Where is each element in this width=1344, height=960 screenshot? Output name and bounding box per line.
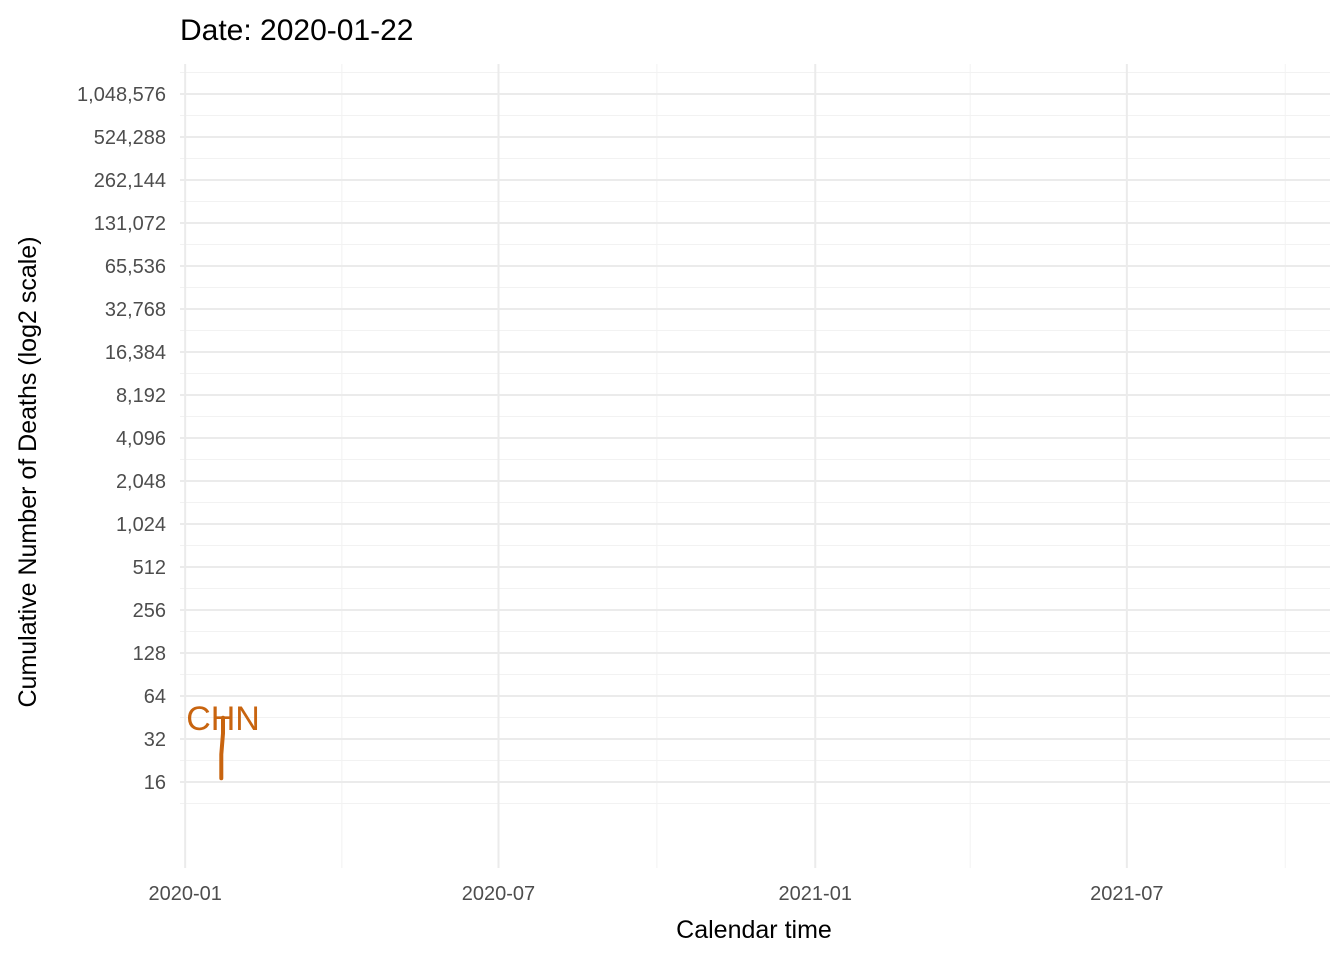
y-tick-label: 512 xyxy=(133,557,166,579)
x-axis-ticks: 2020-01 2020-07 2021-01 2021-07 xyxy=(148,883,1163,905)
x-axis-title: Calendar time xyxy=(676,916,832,944)
y-tick-label: 64 xyxy=(144,686,166,708)
x-tick-label: 2020-07 xyxy=(462,883,535,905)
y-axis-title: Cumulative Number of Deaths (log2 scale) xyxy=(14,236,42,707)
y-tick-label: 1,024 xyxy=(116,514,166,536)
x-tick-label: 2021-01 xyxy=(779,883,852,905)
y-tick-label: 524,288 xyxy=(94,127,166,149)
series-point xyxy=(221,731,225,735)
y-axis-ticks: 16 32 64 128 256 512 1,024 2,048 4,096 8,192 16,38… xyxy=(77,84,166,794)
y-tick-label: 32 xyxy=(144,729,166,751)
y-tick-label: 16 xyxy=(144,772,166,794)
series-label-chn: CHN xyxy=(186,700,260,738)
y-tick-label: 128 xyxy=(133,643,166,665)
y-tick-label: 16,384 xyxy=(105,342,166,364)
y-tick-label: 262,144 xyxy=(94,170,166,192)
series-point xyxy=(219,752,223,756)
y-tick-label: 1,048,576 xyxy=(77,84,166,106)
y-tick-label: 65,536 xyxy=(105,256,166,278)
y-tick-label: 256 xyxy=(133,600,166,622)
series-point xyxy=(219,776,223,780)
series-line-chn xyxy=(219,715,225,781)
y-tick-label: 2,048 xyxy=(116,471,166,493)
x-tick-label: 2021-07 xyxy=(1090,883,1163,905)
series-point xyxy=(221,716,225,720)
x-tick-label: 2020-01 xyxy=(148,883,221,905)
series-layer: CHN xyxy=(186,700,260,781)
chart-title: Date: 2020-01-22 xyxy=(180,14,414,47)
y-tick-label: 32,768 xyxy=(105,299,166,321)
y-tick-label: 4,096 xyxy=(116,428,166,450)
grid xyxy=(180,64,1330,868)
y-tick-label: 8,192 xyxy=(116,385,166,407)
y-tick-label: 131,072 xyxy=(94,213,166,235)
